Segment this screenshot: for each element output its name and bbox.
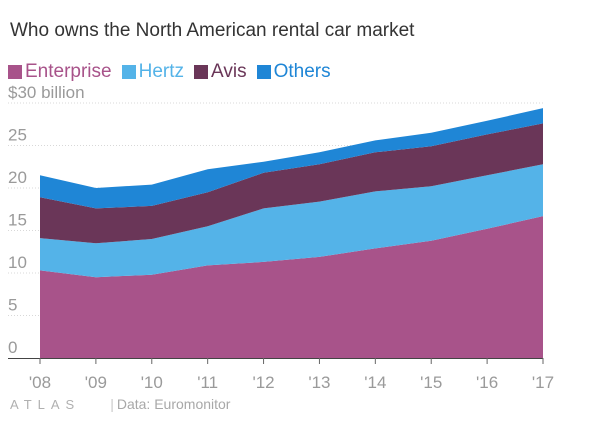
x-tick-label: '12 (252, 373, 274, 392)
area-series-enterprise (40, 216, 543, 358)
x-tick-label: '11 (197, 373, 218, 392)
footer: ATLAS | Data: Euromonitor (10, 396, 230, 412)
x-tick-label: '15 (420, 373, 442, 392)
area-series-hertz (40, 164, 543, 278)
x-tick-label: '09 (85, 373, 107, 392)
legend-label-enterprise: Enterprise (25, 61, 112, 82)
legend-swatch-hertz (121, 65, 136, 79)
y-tick-label: 15 (8, 211, 27, 230)
source-divider: | (110, 396, 114, 412)
legend-swatch-others (256, 65, 271, 79)
legend-swatch-enterprise (8, 65, 22, 79)
y-tick-label: 5 (8, 296, 17, 315)
x-tick-label: '17 (532, 373, 554, 392)
legend: Enterprise Hertz Avis Others (8, 61, 341, 83)
x-tick-label: '16 (476, 373, 498, 392)
legend-label-others: Others (273, 61, 331, 82)
chart-title: Who owns the North American rental car m… (10, 20, 415, 41)
x-tick-label: '14 (364, 373, 386, 392)
area-series-others (40, 108, 543, 209)
y-tick-label: 10 (8, 253, 27, 272)
x-tick-label: '10 (141, 373, 163, 392)
legend-label-hertz: Hertz (138, 61, 185, 82)
legend-item-hertz: Hertz (121, 61, 185, 83)
y-tick-label: 25 (8, 126, 27, 145)
y-tick-label: 20 (8, 168, 27, 187)
legend-label-avis: Avis (211, 61, 247, 82)
legend-swatch-avis (194, 65, 209, 79)
y-tick-label: 0 (8, 338, 17, 357)
legend-item-others: Others (256, 61, 331, 83)
legend-item-avis: Avis (194, 61, 247, 83)
source-text: Data: Euromonitor (116, 396, 231, 412)
area-series-avis (40, 123, 543, 244)
atlas-logo: ATLAS (10, 396, 81, 412)
legend-item-enterprise: Enterprise (8, 61, 112, 83)
y-tick-label: $30 billion (8, 83, 85, 102)
x-tick-label: '13 (308, 373, 330, 392)
x-tick-label: '08 (29, 373, 51, 392)
